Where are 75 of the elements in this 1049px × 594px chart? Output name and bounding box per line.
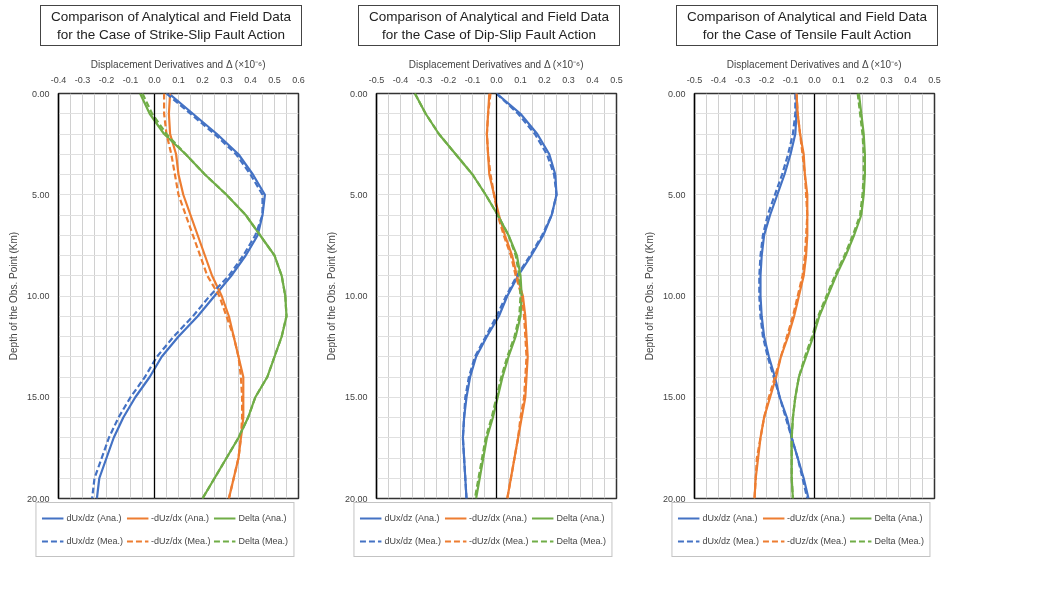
y-tick-label: 0.00 xyxy=(349,88,368,99)
legend-label: dUx/dz (Mea.) xyxy=(702,536,759,547)
x-tick-label: 0.3 xyxy=(880,74,893,85)
x-tick-label: 0.1 xyxy=(514,74,527,85)
legend-label: -dUz/dx (Ana.) xyxy=(150,513,209,524)
x-tick-label: 0.2 xyxy=(856,74,869,85)
x-tick-label: -0.3 xyxy=(734,74,751,85)
x-axis-title: Displacement Derivatives and Δ (×10⁻⁶) xyxy=(726,58,902,70)
legend-label: -dUz/dx (Ana.) xyxy=(786,513,845,524)
x-axis-title: Displacement Derivatives and Δ (×10⁻⁶) xyxy=(90,58,266,70)
x-tick-label: 0.5 xyxy=(268,74,281,85)
legend-label: dUx/dz (Mea.) xyxy=(66,536,123,547)
x-tick-label: -0.3 xyxy=(74,74,91,85)
y-tick-label: 20.00 xyxy=(662,493,686,504)
x-tick-label: 0.3 xyxy=(562,74,575,85)
x-tick-label: -0.3 xyxy=(416,74,433,85)
x-tick-label: -0.1 xyxy=(122,74,139,85)
legend-label: -dUz/dx (Mea.) xyxy=(468,536,529,547)
x-tick-label: 0.2 xyxy=(538,74,551,85)
x-tick-label: 0.2 xyxy=(196,74,209,85)
y-tick-label: 20.00 xyxy=(26,493,50,504)
legend-label: -dUz/dx (Ana.) xyxy=(468,513,527,524)
y-axis-title: Depth of the Obs. Point (Km) xyxy=(7,231,19,361)
x-tick-label: -0.1 xyxy=(782,74,799,85)
x-tick-label: 0.5 xyxy=(610,74,623,85)
y-tick-label: 10.00 xyxy=(662,291,686,302)
x-tick-label: -0.1 xyxy=(464,74,481,85)
y-tick-label: 15.00 xyxy=(344,392,368,403)
legend-label: Delta (Mea.) xyxy=(874,536,924,547)
x-tick-label: -0.2 xyxy=(98,74,115,85)
y-tick-label: 10.00 xyxy=(26,291,50,302)
x-tick-label: 0.0 xyxy=(148,74,161,85)
chart-title: Comparison of Analytical and Field Data for the Case of Strike-Slip Fault Action xyxy=(49,8,293,44)
y-tick-label: 15.00 xyxy=(662,392,686,403)
x-tick-label: -0.5 xyxy=(368,74,385,85)
x-tick-label: 0.4 xyxy=(586,74,599,85)
x-tick-label: -0.2 xyxy=(758,74,775,85)
x-tick-label: 0.3 xyxy=(220,74,233,85)
y-tick-label: 10.00 xyxy=(344,291,368,302)
x-tick-label: -0.4 xyxy=(710,74,727,85)
x-tick-label: 0.6 xyxy=(292,74,305,85)
y-tick-label: 15.00 xyxy=(26,392,50,403)
y-tick-label: 20.00 xyxy=(344,493,368,504)
y-tick-label: 5.00 xyxy=(349,189,368,200)
legend-label: dUx/dz (Ana.) xyxy=(66,513,122,524)
legend-label: Delta (Ana.) xyxy=(556,513,605,524)
y-tick-label: 0.00 xyxy=(31,88,50,99)
x-tick-label: 0.0 xyxy=(490,74,503,85)
x-tick-label: -0.4 xyxy=(392,74,409,85)
y-axis-title: Depth of the Obs. Point (Km) xyxy=(325,231,337,361)
y-tick-label: 5.00 xyxy=(31,189,50,200)
legend-label: dUx/dz (Mea.) xyxy=(384,536,441,547)
legend-label: dUx/dz (Ana.) xyxy=(702,513,758,524)
legend-label: Delta (Ana.) xyxy=(874,513,923,524)
legend-label: Delta (Ana.) xyxy=(238,513,287,524)
x-tick-label: 0.1 xyxy=(832,74,845,85)
chart-title: Comparison of Analytical and Field Data for the Case of Dip-Slip Fault Action xyxy=(367,8,611,44)
y-tick-label: 5.00 xyxy=(667,189,686,200)
x-tick-label: 0.4 xyxy=(904,74,917,85)
legend-label: Delta (Mea.) xyxy=(238,536,288,547)
x-tick-label: 0.0 xyxy=(808,74,821,85)
legend-label: Delta (Mea.) xyxy=(556,536,606,547)
chart-title: Comparison of Analytical and Field Data for the Case of Tensile Fault Action xyxy=(685,8,929,44)
x-tick-label: -0.4 xyxy=(50,74,67,85)
x-tick-label: 0.5 xyxy=(928,74,941,85)
x-tick-label: -0.5 xyxy=(686,74,703,85)
legend-label: -dUz/dx (Mea.) xyxy=(150,536,211,547)
x-tick-label: 0.4 xyxy=(244,74,257,85)
legend-label: -dUz/dx (Mea.) xyxy=(786,536,847,547)
x-tick-label: 0.1 xyxy=(172,74,185,85)
y-tick-label: 0.00 xyxy=(667,88,686,99)
x-tick-label: -0.2 xyxy=(440,74,457,85)
y-axis-title: Depth of the Obs. Point (Km) xyxy=(643,231,655,361)
x-axis-title: Displacement Derivatives and Δ (×10⁻⁶) xyxy=(408,58,584,70)
legend-label: dUx/dz (Ana.) xyxy=(384,513,440,524)
